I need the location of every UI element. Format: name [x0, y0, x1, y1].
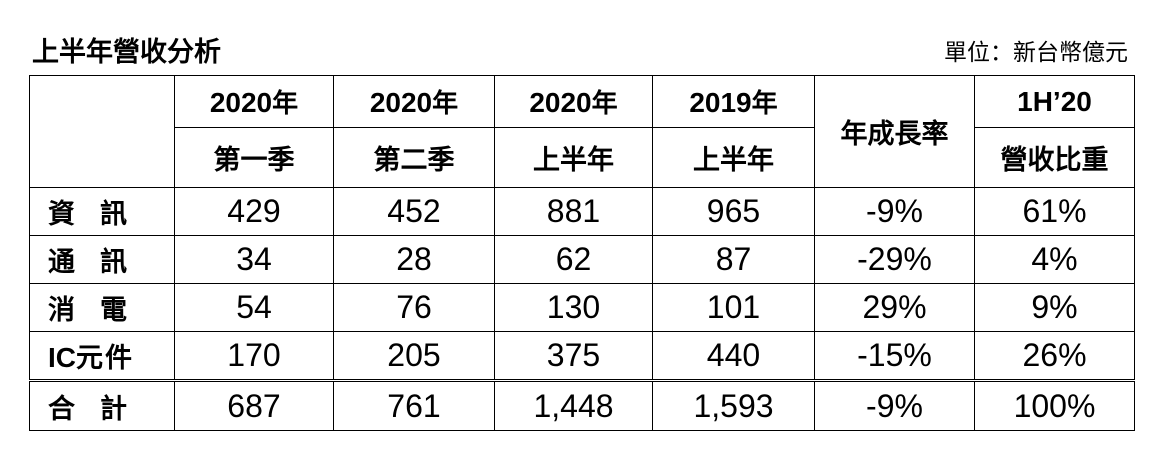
- cell-share: 4%: [974, 235, 1135, 284]
- cell-growth: 29%: [814, 283, 975, 332]
- header-share-top: 1H’20: [974, 75, 1135, 128]
- cell-h1-2019: 1,593: [652, 379, 815, 431]
- table-title: 上半年營收分析: [32, 37, 221, 68]
- header-year-col-4: 2019年: [652, 75, 815, 128]
- header-year-col-3: 2020年: [494, 75, 653, 128]
- cell-share: 9%: [974, 283, 1135, 332]
- cell-growth: -9%: [814, 379, 975, 431]
- row-label: 資訊: [29, 187, 175, 236]
- cell-q1: 34: [174, 235, 334, 284]
- total-label: 合計: [29, 379, 175, 431]
- cell-q1: 687: [174, 379, 334, 431]
- table-row: IC元件 170 205 375 440 -15% 26%: [29, 331, 1135, 381]
- header-period-col-1: 第一季: [174, 127, 334, 188]
- header-corner-cell: [29, 75, 175, 188]
- revenue-table: 2020年 2020年 2020年 2019年 年成長率 1H’20 第一季 第…: [29, 75, 1135, 431]
- row-label: IC元件: [29, 331, 175, 381]
- total-row: 合計 687 761 1,448 1,593 -9% 100%: [29, 379, 1135, 431]
- cell-q2: 452: [333, 187, 495, 236]
- cell-h1-2019: 440: [652, 331, 815, 381]
- cell-share: 26%: [974, 331, 1135, 381]
- cell-q2: 28: [333, 235, 495, 284]
- cell-growth: -29%: [814, 235, 975, 284]
- header-share-bottom: 營收比重: [974, 127, 1135, 188]
- header-period-col-4: 上半年: [652, 127, 815, 188]
- cell-q1: 429: [174, 187, 334, 236]
- table-row: 消電 54 76 130 101 29% 9%: [29, 283, 1135, 332]
- cell-h1-2020: 881: [494, 187, 653, 236]
- header-year-col-1: 2020年: [174, 75, 334, 128]
- cell-q2: 761: [333, 379, 495, 431]
- header-row-years: 2020年 2020年 2020年 2019年 年成長率 1H’20: [29, 75, 1135, 188]
- table-row: 資訊 429 452 881 965 -9% 61%: [29, 187, 1135, 236]
- cell-share: 61%: [974, 187, 1135, 236]
- cell-growth: -15%: [814, 331, 975, 381]
- cell-h1-2020: 130: [494, 283, 653, 332]
- header-year-col-2: 2020年: [333, 75, 495, 128]
- cell-growth: -9%: [814, 187, 975, 236]
- cell-h1-2019: 965: [652, 187, 815, 236]
- cell-q1: 54: [174, 283, 334, 332]
- cell-h1-2019: 101: [652, 283, 815, 332]
- unit-note: 單位：新台幣億元: [944, 40, 1128, 66]
- cell-share: 100%: [974, 379, 1135, 431]
- cell-h1-2020: 62: [494, 235, 653, 284]
- row-label: 消電: [29, 283, 175, 332]
- header-growth: 年成長率: [814, 75, 975, 188]
- cell-h1-2020: 375: [494, 331, 653, 381]
- cell-q2: 76: [333, 283, 495, 332]
- cell-q1: 170: [174, 331, 334, 381]
- header-period-col-2: 第二季: [333, 127, 495, 188]
- cell-h1-2019: 87: [652, 235, 815, 284]
- cell-h1-2020: 1,448: [494, 379, 653, 431]
- cell-q2: 205: [333, 331, 495, 381]
- header-period-col-3: 上半年: [494, 127, 653, 188]
- row-label: 通訊: [29, 235, 175, 284]
- table-row: 通訊 34 28 62 87 -29% 4%: [29, 235, 1135, 284]
